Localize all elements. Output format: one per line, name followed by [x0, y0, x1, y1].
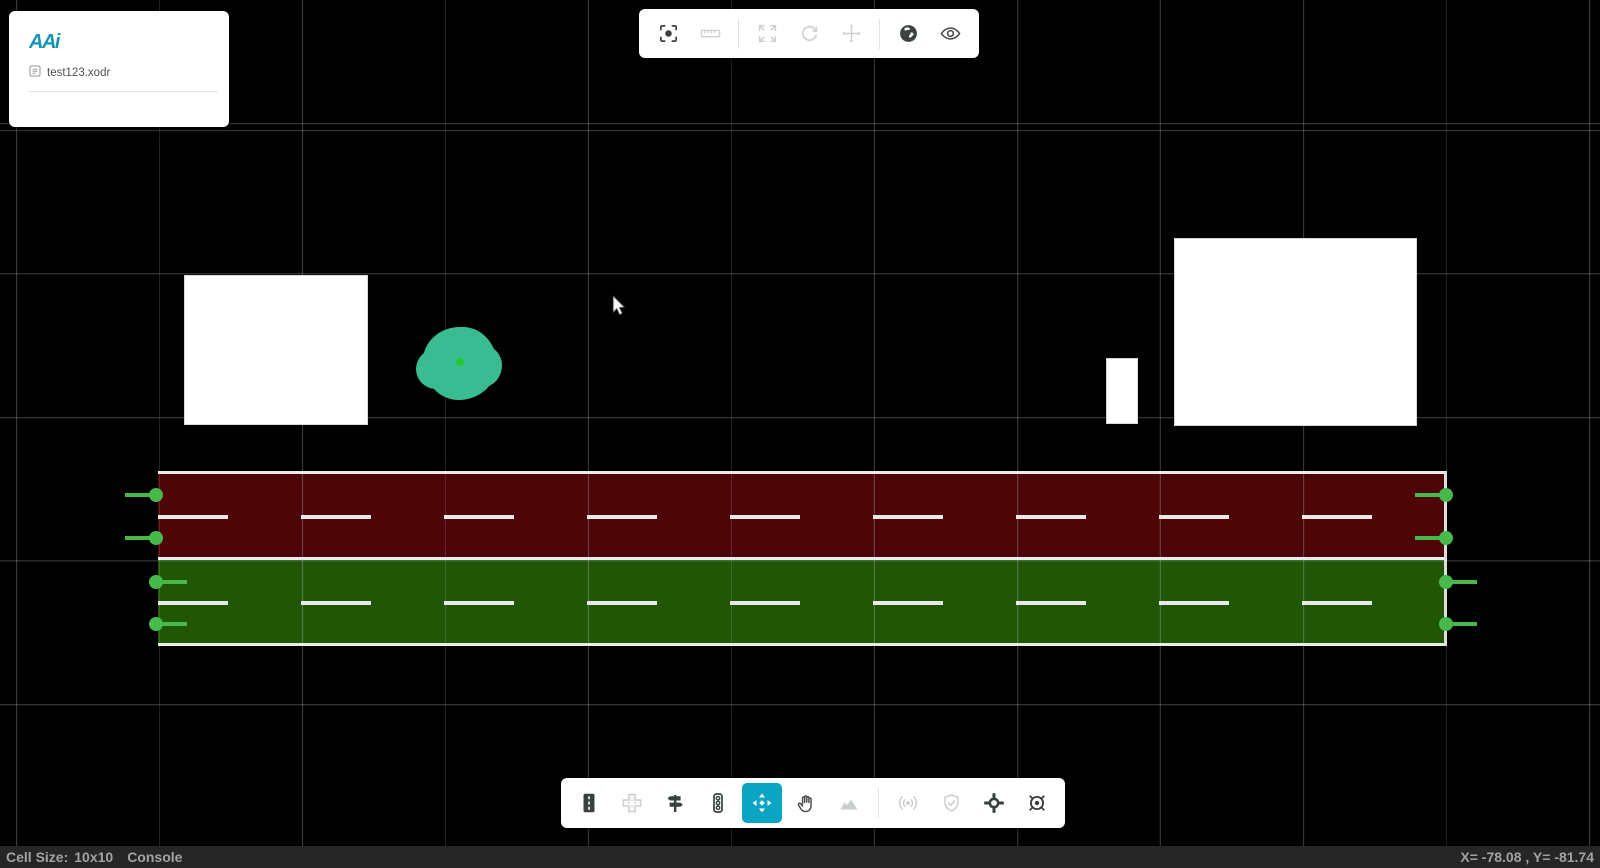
expand-arrows-icon	[756, 22, 779, 45]
lane-dashed-line-upper	[158, 515, 1446, 519]
center-focus-icon	[657, 22, 680, 45]
pan-view-button	[832, 15, 870, 53]
cursor-coordinates: X= -78.08 , Y= -81.74	[1460, 849, 1594, 865]
edit-toolbar	[561, 778, 1065, 828]
handle-dot[interactable]	[1439, 617, 1453, 631]
move-arrows-icon	[750, 791, 774, 815]
file-name: test123.xodr	[47, 66, 111, 79]
vegetation-center-dot[interactable]	[456, 358, 464, 366]
eye-icon	[939, 22, 962, 45]
validate-tool-button	[932, 784, 970, 822]
vegetation-blob[interactable]	[416, 327, 502, 400]
signpost-tool-button[interactable]	[656, 784, 694, 822]
file-icon	[29, 65, 41, 80]
mouse-cursor	[612, 295, 627, 321]
divider	[29, 91, 218, 92]
roundabout-tool-button[interactable]	[975, 784, 1013, 822]
building-object[interactable]	[184, 275, 368, 425]
shield-check-icon	[940, 792, 963, 815]
console-toggle[interactable]: Console	[127, 849, 183, 865]
rotate-view-button	[790, 15, 828, 53]
signpost-icon	[663, 791, 687, 815]
cell-size-value: 10x10	[74, 849, 114, 865]
hand-icon	[795, 792, 818, 815]
road-center-line	[158, 557, 1446, 560]
measure-button	[691, 15, 729, 53]
open-file-row[interactable]: test123.xodr	[29, 65, 110, 80]
handle-dot[interactable]	[1439, 575, 1453, 589]
fit-view-button	[748, 15, 786, 53]
app-logo: AAi	[29, 31, 60, 53]
gps-target-icon	[1025, 791, 1049, 815]
building-object-large[interactable]	[1174, 238, 1417, 426]
cell-size-label: Cell Size:	[6, 849, 69, 865]
lane-dashed-line-lower	[158, 601, 1446, 605]
handle-dot[interactable]	[1439, 488, 1453, 502]
terrain-tool-button	[830, 784, 868, 822]
building-object-small[interactable]	[1106, 358, 1138, 424]
road-boundary-line-top	[158, 471, 1446, 474]
signal-icon	[896, 791, 920, 815]
toolbar-divider	[738, 18, 739, 49]
visibility-button[interactable]	[931, 15, 969, 53]
intersection-icon	[620, 791, 644, 815]
traffic-light-icon	[706, 791, 730, 815]
hand-tool-button[interactable]	[787, 784, 825, 822]
handle-dot[interactable]	[149, 575, 163, 589]
intersection-tool-button	[613, 784, 651, 822]
handle-stem	[1415, 536, 1446, 540]
globe-icon	[897, 22, 920, 45]
toolbar-divider	[878, 788, 879, 818]
project-card: AAi test123.xodr	[9, 11, 229, 127]
ruler-icon	[699, 22, 722, 45]
handle-dot[interactable]	[149, 531, 163, 545]
handle-stem	[125, 493, 156, 497]
handle-stem	[156, 622, 187, 626]
handle-stem	[156, 580, 187, 584]
pan-arrows-icon	[840, 22, 863, 45]
signal-tool-button	[889, 784, 927, 822]
move-tool-button[interactable]	[742, 783, 782, 823]
world-view-button[interactable]	[889, 15, 927, 53]
view-toolbar	[639, 9, 979, 58]
roundabout-icon	[982, 791, 1006, 815]
handle-stem	[125, 536, 156, 540]
handle-stem	[1446, 622, 1477, 626]
rotate-icon	[798, 22, 821, 45]
handle-dot[interactable]	[149, 488, 163, 502]
handle-dot[interactable]	[1439, 531, 1453, 545]
road-end-edge-line	[1444, 471, 1447, 646]
handle-stem	[1446, 580, 1477, 584]
toolbar-divider	[879, 18, 880, 49]
mountain-icon	[837, 791, 861, 815]
traffic-light-tool-button[interactable]	[699, 784, 737, 822]
handle-dot[interactable]	[149, 617, 163, 631]
road-icon	[577, 791, 601, 815]
road-boundary-line-bottom	[158, 643, 1446, 646]
status-bar: Cell Size: 10x10 Console X= -78.08 , Y= …	[0, 846, 1600, 868]
handle-stem	[1415, 493, 1446, 497]
gps-target-tool-button[interactable]	[1018, 784, 1056, 822]
road-tool-button[interactable]	[570, 784, 608, 822]
center-focus-button[interactable]	[649, 15, 687, 53]
